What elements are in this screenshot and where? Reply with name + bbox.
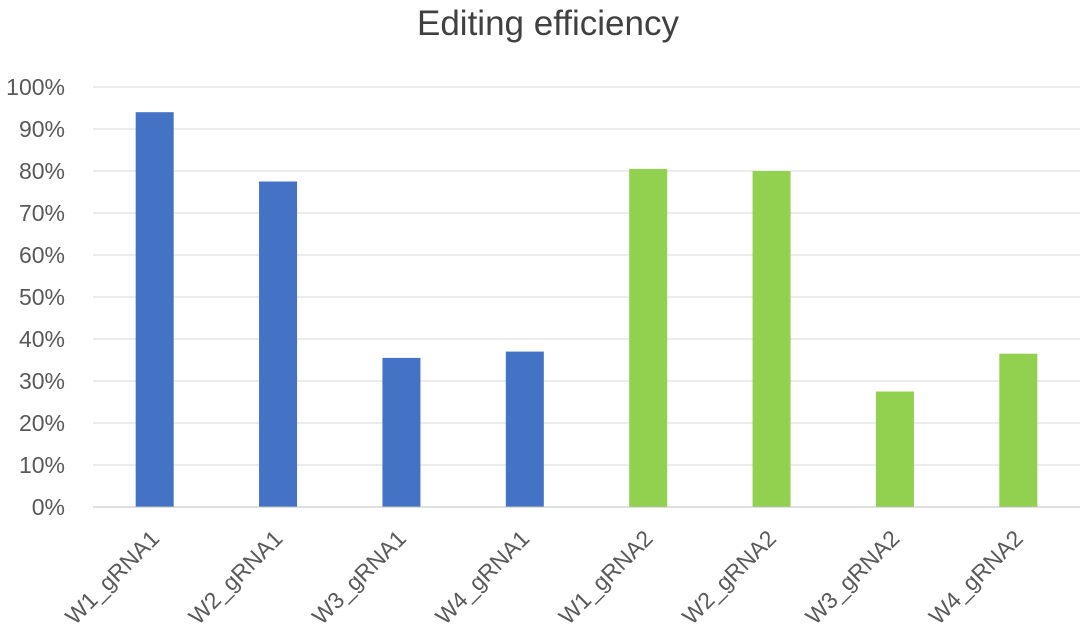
x-category-label: W2_gRNA1 [183,525,287,629]
x-category-label: W4_gRNA1 [430,525,534,629]
bar-w2-grna2 [752,171,791,507]
bar-w1-grna1 [135,112,174,507]
x-category-label: W3_gRNA2 [800,525,904,629]
y-tick-label: 10% [19,452,65,478]
y-axis-tick-labels: 0% 10% 20% 30% 40% 50% 60% 70% 80% 90% 100% [6,74,65,520]
y-tick-label: 50% [19,284,65,310]
x-category-label: W1_gRNA2 [553,525,657,629]
x-category-label: W3_gRNA1 [307,525,411,629]
chart-title: Editing efficiency [417,4,680,43]
bar-w4-grna2 [999,353,1038,507]
x-category-label: W2_gRNA2 [677,525,781,629]
y-tick-label: 60% [19,242,65,268]
bar-w3-grna1 [382,357,421,507]
y-tick-label: 40% [19,326,65,352]
bars [135,112,1038,507]
bar-w1-grna2 [629,168,668,507]
y-tick-label: 70% [19,200,65,226]
gridlines [93,86,1080,466]
y-tick-label: 30% [19,368,65,394]
y-tick-label: 20% [19,410,65,436]
y-tick-label: 90% [19,116,65,142]
bar-w2-grna1 [259,181,298,507]
bar-w4-grna1 [505,351,544,507]
x-category-label: W1_gRNA1 [60,525,164,629]
x-axis-category-labels: W1_gRNA1 W2_gRNA1 W3_gRNA1 W4_gRNA1 W1_gRNA2… [60,525,1028,629]
y-tick-label: 80% [19,158,65,184]
x-category-label: W4_gRNA2 [924,525,1028,629]
y-tick-label: 100% [6,74,65,100]
bar-w3-grna2 [875,391,914,507]
y-tick-label: 0% [32,494,65,520]
